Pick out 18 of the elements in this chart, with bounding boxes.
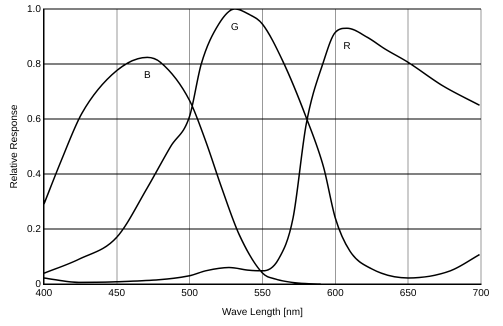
y-axis-title: Relative Response [8, 104, 20, 188]
x-axis-title: Wave Length [nm] [222, 306, 304, 318]
y-tick-label: 0.4 [26, 168, 42, 180]
y-tick-label: 0 [35, 278, 42, 290]
x-tick-label: 650 [400, 288, 417, 299]
x-tick-label: 500 [181, 288, 198, 299]
y-tick-label: 1.0 [26, 4, 42, 15]
x-tick-label: 600 [326, 288, 344, 299]
series-label: B [144, 70, 152, 82]
series-label: G [230, 22, 239, 33]
y-tick-label: 0.2 [26, 224, 42, 235]
y-tick-label: 0.8 [26, 58, 42, 70]
x-tick-label: 400 [36, 288, 53, 299]
x-tick-label: 450 [108, 288, 126, 299]
y-tick-label: 0.6 [26, 114, 42, 125]
series-label: R [343, 41, 351, 52]
x-tick-label: 700 [472, 288, 490, 299]
x-tick-label: 550 [254, 288, 272, 299]
